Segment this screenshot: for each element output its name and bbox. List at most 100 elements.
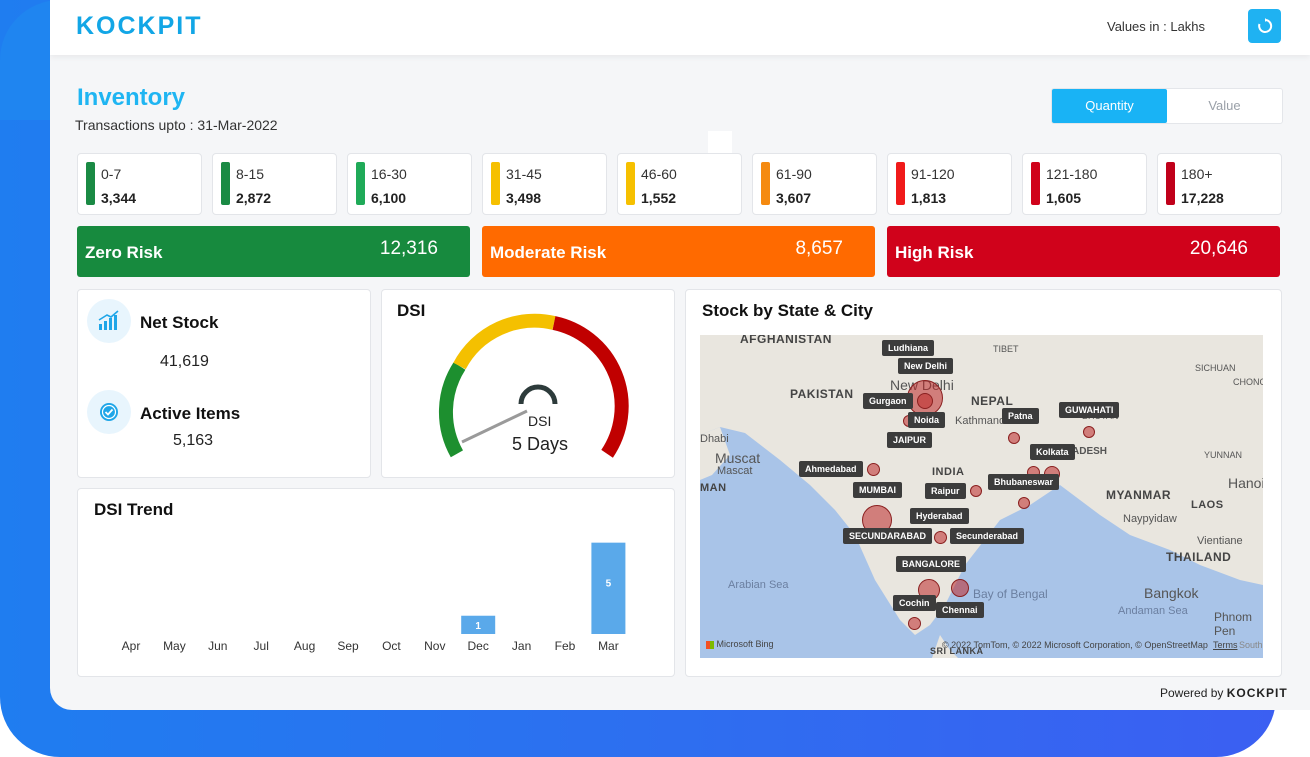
bucket-card-91-120[interactable]: 91-120 1,813 [887,153,1012,215]
trend-data-label: 5 [606,578,612,589]
map-city-label: BANGALORE [896,556,966,572]
map-terms-link[interactable]: Terms [1213,640,1238,650]
map-region-label: CHONG [1233,377,1263,387]
map-city-label: Noida [908,412,946,428]
map-attribution[interactable]: © 2022 TomTom, © 2022 Microsoft Corporat… [942,640,1208,650]
bucket-card-16-30[interactable]: 16-30 6,100 [347,153,472,215]
bucket-value: 17,228 [1181,190,1224,206]
page-subtitle: Transactions upto : 31-Mar-2022 [75,117,278,133]
map-country-label: THAILAND [1166,550,1232,564]
map-city-label: GUWAHATI [1059,402,1120,418]
map-region-label: YUNNAN [1204,450,1243,460]
map-bubble[interactable] [970,485,982,497]
map-bubble[interactable] [1018,497,1030,509]
page-title: Inventory [77,84,186,111]
powered-by: Powered by KOCKPIT [1160,686,1288,700]
map-sea-label: Andaman Sea [1118,605,1188,617]
map-bubble[interactable] [1008,432,1020,444]
risk-label: Moderate Risk [490,243,607,262]
bucket-color-bar [1031,162,1040,205]
trend-bar[interactable] [461,615,496,634]
trend-x-tick-label: Oct [382,639,401,653]
bucket-card-121-180[interactable]: 121-180 1,605 [1022,153,1147,215]
top-bar: KOCKPIT Values in : Lakhs [50,0,1310,55]
bucket-card-46-60[interactable]: 46-60 1,552 [617,153,742,215]
tab-notch [708,131,732,153]
map-place-label: Hanoi [1228,475,1263,491]
map-place-label: SRI LANKA [930,646,984,656]
dsi-trend-card: DSI Trend Apr May Jun Jul Aug Sep Oct Nov Dec 1 Ja… [77,488,675,677]
bucket-color-bar [1166,162,1175,205]
bucket-card-61-90[interactable]: 61-90 3,607 [752,153,877,215]
map-country-label: PAKISTAN [790,387,854,401]
map-country-label: INDIA [932,466,965,478]
bucket-label: 121-180 [1046,166,1098,182]
gauge-yellow-arc [453,313,556,370]
powered-prefix: Powered by [1160,686,1224,700]
map-city-label: MUMBAI [853,482,902,498]
map-country-label: MYANMAR [1106,488,1172,502]
zero-risk-card[interactable]: Zero Risk 12,316 [77,226,470,277]
trend-bar[interactable] [591,542,626,634]
net-stock-label: Net Stock [140,313,219,332]
dsi-center-label: DSI [528,413,552,429]
map-bubble[interactable] [908,617,921,630]
bing-label: Microsoft Bing [716,639,774,649]
toggle-quantity[interactable]: Quantity [1052,89,1167,123]
values-unit-label: Values in : Lakhs [1107,19,1206,34]
gauge-red-arc [552,316,629,458]
bucket-value: 1,813 [911,190,947,206]
map-country-label: LAOS [1191,499,1224,511]
refresh-icon [1257,18,1272,33]
refresh-button[interactable] [1248,9,1281,43]
moderate-risk-card[interactable]: Moderate Risk 8,657 [482,226,875,277]
bucket-color-bar [356,162,365,205]
map-bubble[interactable] [934,531,947,544]
bucket-color-bar [86,162,95,205]
map-bubble[interactable] [917,393,933,409]
map-region-label: SICHUAN [1195,363,1236,373]
map-city-label: Kolkata [1030,444,1075,460]
map-place-label: Naypyidaw [1123,513,1177,525]
india-map[interactable]: AFGHANISTAN TIBET PAKISTAN NEPAL INDIA M… [700,335,1263,658]
map-city-label: Ludhiana [882,340,934,356]
risk-label: Zero Risk [85,243,163,262]
gauge-needle [461,409,528,444]
map-city-label: Secunderabad [950,528,1025,544]
bucket-color-bar [221,162,230,205]
trend-data-label: 1 [475,621,481,632]
map-city-label: JAIPUR [887,432,933,448]
bucket-label: 180+ [1181,166,1213,182]
active-items-icon-wrap [87,390,131,434]
bucket-card-180-plus[interactable]: 180+ 17,228 [1157,153,1282,215]
bucket-card-0-7[interactable]: 0-7 3,344 [77,153,202,215]
map-country-label: TIBET [993,344,1019,354]
trend-x-tick-label: May [163,639,186,653]
map-sea-label: Bay of Bengal [973,587,1048,601]
bucket-label: 61-90 [776,166,812,182]
trend-x-tick-label: Mar [598,639,619,653]
bucket-value: 3,607 [776,190,812,206]
high-risk-card[interactable]: High Risk 20,646 [887,226,1280,277]
bucket-color-bar [491,162,500,205]
map-place-label: Kathmandu [955,415,1012,427]
map-bubble[interactable] [867,463,880,476]
map-bubble[interactable] [1083,426,1095,438]
map-city-label: New Delhi [898,358,954,374]
map-bubble[interactable] [951,579,969,597]
bucket-card-31-45[interactable]: 31-45 3,498 [482,153,607,215]
dashboard-panel: KOCKPIT Values in : Lakhs Inventory Tran… [50,0,1310,710]
toggle-value[interactable]: Value [1208,98,1241,113]
map-place-label: Vientiane [1197,535,1243,547]
stock-summary-card: Net Stock 41,619 Active Items 5,163 [77,289,371,478]
bucket-card-8-15[interactable]: 8-15 2,872 [212,153,337,215]
map-city-label: Patna [1002,408,1039,424]
map-city-label: Hyderabad [910,508,969,524]
bucket-color-bar [896,162,905,205]
trend-x-tick-label: Nov [424,639,445,653]
bucket-label: 31-45 [506,166,542,182]
microsoft-icon [706,640,714,649]
map-sea-label: Arabian Sea [728,579,789,591]
bing-logo: Microsoft Bing [706,639,774,649]
active-items-label: Active Items [140,404,241,423]
